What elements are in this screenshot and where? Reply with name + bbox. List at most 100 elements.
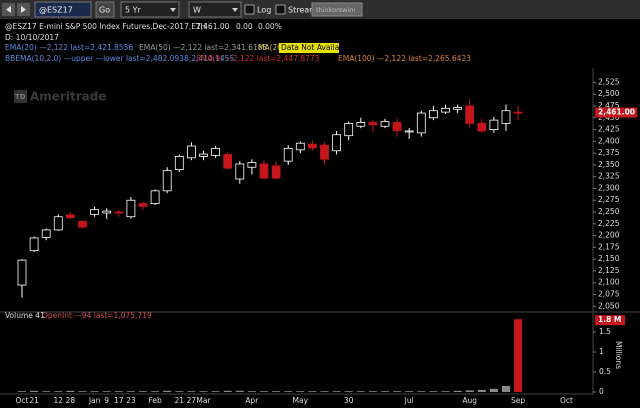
y-tick-label: 2,200 xyxy=(598,231,620,240)
go-button[interactable] xyxy=(95,1,115,18)
y-tick-label: 2,050 xyxy=(598,301,620,310)
back-icon xyxy=(6,6,11,13)
log-checkbox[interactable] xyxy=(244,4,255,15)
candle-body xyxy=(174,156,184,171)
x-tick-label: 23 xyxy=(126,396,136,405)
candle-body xyxy=(501,110,511,124)
candle-body xyxy=(356,122,366,127)
volume-bar xyxy=(223,390,232,392)
volume-title: Volume 41 xyxy=(5,311,45,320)
study-ema9: EMA(9) —2,122 last=2,447.8773 xyxy=(196,54,320,63)
aggregation-label: W xyxy=(193,6,201,15)
volume-bar xyxy=(489,388,498,392)
candle-body xyxy=(441,107,450,113)
watermark-logo-text: TD xyxy=(15,93,26,101)
volume-bar xyxy=(393,391,402,392)
y-tick-label: 2,150 xyxy=(598,254,620,263)
candle-body xyxy=(17,259,27,286)
x-tick-label: Jul xyxy=(404,396,414,405)
volume-bar xyxy=(417,391,426,392)
period-select[interactable] xyxy=(120,1,180,18)
volume-bar xyxy=(211,391,220,392)
y-tick-label: 2,250 xyxy=(598,207,620,216)
volume-bar xyxy=(139,391,147,392)
y-tick-label: 2,525 xyxy=(598,77,620,86)
date: D: 10/10/2017 xyxy=(5,33,59,42)
aggregation-select[interactable] xyxy=(188,1,242,18)
y-tick-label: 1 xyxy=(599,347,604,356)
volume-bar xyxy=(163,390,172,392)
value-label: 1.8 M xyxy=(598,315,621,324)
x-tick-label: Sep xyxy=(511,396,525,405)
volume-bar xyxy=(78,391,87,392)
y-tick-label: 2,125 xyxy=(598,266,620,275)
log-label: Log xyxy=(257,6,271,15)
volume-bar xyxy=(453,390,462,392)
symbol-input[interactable] xyxy=(34,1,92,18)
title: @ESZ17 E-mini S&P 500 Index Futures,Dec-… xyxy=(5,22,206,31)
candle-body xyxy=(320,144,329,160)
volume-bar xyxy=(514,319,523,392)
volume-bar xyxy=(66,390,75,392)
volume-bar xyxy=(332,391,341,392)
volume-bar xyxy=(30,390,39,392)
y-tick-label: 0.5 xyxy=(599,367,611,376)
volume-bar xyxy=(405,391,414,392)
candle-body xyxy=(78,221,87,228)
volume-bar xyxy=(368,391,377,392)
candle-body xyxy=(223,154,233,169)
y-tick-label: 0 xyxy=(599,387,604,396)
y-tick-label: 2,100 xyxy=(598,278,620,287)
volume-bar xyxy=(381,391,389,392)
candle-body xyxy=(102,210,112,214)
candle-body xyxy=(295,142,305,151)
volume-bar xyxy=(187,391,196,392)
y-tick-label: 2,475 xyxy=(598,101,620,110)
x-tick-label: Feb xyxy=(148,396,162,405)
study-ema100: EMA(100) —2,122 last=2,265.6423 xyxy=(338,54,471,63)
dropdown-icon xyxy=(170,8,176,12)
stream-checkbox[interactable] xyxy=(275,4,286,15)
y-tick-label: 2,425 xyxy=(598,125,620,134)
volume-bar xyxy=(356,391,365,392)
candle-body xyxy=(138,203,148,207)
candle-body xyxy=(513,111,523,114)
volume-bar xyxy=(247,391,256,392)
volume-bar xyxy=(284,391,293,392)
volume-bar xyxy=(90,391,99,392)
y-tick-label: 2,350 xyxy=(598,160,620,169)
y-tick-label: 2,325 xyxy=(598,172,620,181)
brand-button[interactable] xyxy=(311,2,363,17)
candle-body xyxy=(465,105,475,124)
candle-body xyxy=(453,107,463,110)
x-tick-label: May xyxy=(293,396,309,405)
y-tick-label: 2,075 xyxy=(598,290,620,299)
candle-body xyxy=(380,121,390,127)
candle-body xyxy=(283,148,293,162)
volume-bar xyxy=(260,391,268,392)
value-label-box xyxy=(595,315,625,326)
volume-bar xyxy=(502,386,510,392)
period-label: 5 Yr xyxy=(125,6,142,15)
volume-bar xyxy=(126,391,135,392)
volume-bar xyxy=(272,391,281,392)
watermark: Ameritrade xyxy=(30,90,106,104)
volume-bar xyxy=(296,391,305,392)
candle-body xyxy=(307,143,317,149)
y-tick-label: 2,300 xyxy=(598,183,620,192)
x-tick-label: Aug xyxy=(462,396,477,405)
candle-body xyxy=(271,165,281,179)
x-tick-label: Mar xyxy=(196,396,211,405)
x-tick-label: 30 xyxy=(344,396,354,405)
y-tick-label: 2,275 xyxy=(598,195,620,204)
x-tick-label: 12 xyxy=(54,396,64,405)
volume-bar xyxy=(235,390,244,392)
candle-body xyxy=(489,119,499,130)
brand-label: thinkorswim xyxy=(316,6,356,14)
candle-body xyxy=(211,148,221,156)
volume-bar xyxy=(18,391,26,392)
candle-body xyxy=(477,123,487,132)
y-tick-label: 2,500 xyxy=(598,89,620,98)
